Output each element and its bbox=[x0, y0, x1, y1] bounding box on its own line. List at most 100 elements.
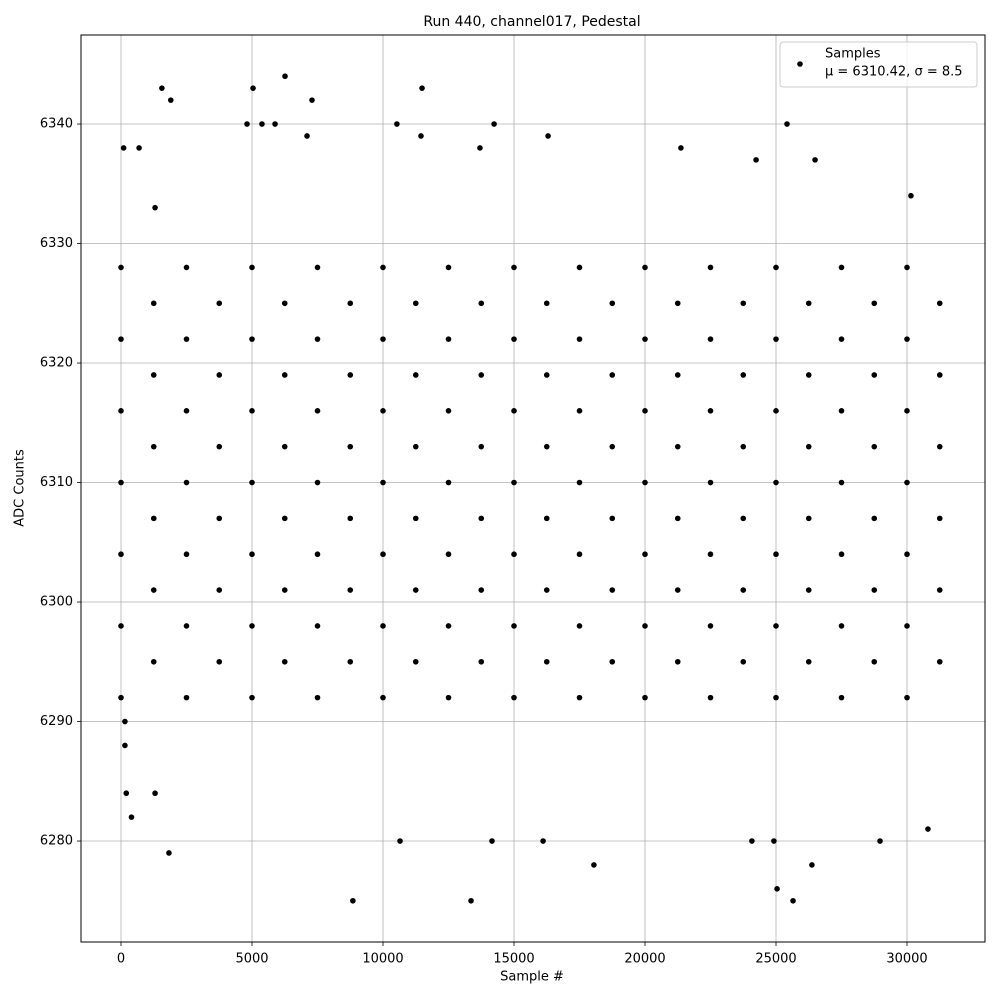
point bbox=[838, 551, 845, 558]
point bbox=[543, 300, 550, 307]
point bbox=[904, 408, 910, 414]
point bbox=[347, 658, 354, 665]
point bbox=[543, 515, 550, 522]
point bbox=[282, 73, 288, 80]
x-tick-label: 10000 bbox=[362, 952, 403, 967]
point bbox=[805, 587, 812, 593]
point bbox=[642, 551, 648, 558]
point bbox=[904, 623, 910, 629]
point bbox=[249, 623, 255, 629]
point bbox=[904, 336, 910, 342]
point bbox=[394, 121, 400, 127]
point bbox=[707, 623, 714, 629]
point bbox=[118, 551, 124, 558]
point bbox=[753, 157, 759, 163]
point bbox=[674, 443, 681, 450]
point bbox=[347, 515, 354, 522]
x-tick-label: 20000 bbox=[624, 952, 665, 967]
point bbox=[159, 85, 165, 91]
point bbox=[838, 623, 845, 629]
point bbox=[543, 587, 550, 593]
grid: 0 5000 10000 15000 20000 25000 30000 6280 6290 63… bbox=[40, 35, 985, 967]
point bbox=[183, 694, 190, 701]
point bbox=[609, 372, 616, 378]
point bbox=[838, 264, 845, 271]
point bbox=[674, 515, 681, 522]
point bbox=[183, 336, 190, 342]
point bbox=[468, 897, 474, 904]
point bbox=[314, 479, 321, 486]
point bbox=[216, 372, 223, 378]
point bbox=[511, 551, 517, 558]
point bbox=[244, 121, 250, 127]
point bbox=[904, 551, 910, 558]
point bbox=[707, 694, 714, 701]
point bbox=[281, 372, 288, 378]
point bbox=[511, 479, 517, 486]
point bbox=[183, 264, 190, 271]
point bbox=[925, 826, 931, 832]
point bbox=[609, 443, 616, 450]
point bbox=[809, 862, 815, 868]
point bbox=[871, 443, 878, 450]
point bbox=[281, 300, 288, 307]
point bbox=[740, 372, 747, 378]
point bbox=[936, 443, 943, 450]
point bbox=[380, 694, 386, 701]
point bbox=[543, 372, 550, 378]
point bbox=[150, 515, 157, 522]
point bbox=[309, 97, 315, 103]
point bbox=[771, 838, 777, 844]
point bbox=[350, 897, 356, 904]
point bbox=[674, 658, 681, 665]
x-tick-label: 25000 bbox=[755, 952, 796, 967]
point bbox=[478, 300, 485, 307]
point bbox=[152, 204, 158, 211]
point bbox=[642, 623, 648, 629]
point bbox=[272, 121, 278, 127]
point bbox=[150, 443, 157, 450]
point bbox=[511, 264, 517, 271]
point bbox=[136, 145, 142, 151]
point bbox=[304, 133, 310, 139]
point bbox=[838, 336, 845, 342]
point bbox=[122, 742, 128, 749]
point bbox=[609, 587, 616, 593]
point bbox=[576, 623, 583, 629]
point bbox=[216, 515, 223, 522]
point bbox=[545, 133, 551, 139]
point bbox=[249, 264, 255, 271]
point bbox=[281, 443, 288, 450]
point bbox=[445, 623, 452, 629]
point bbox=[936, 300, 943, 307]
point bbox=[150, 587, 157, 593]
point bbox=[773, 408, 779, 414]
point bbox=[281, 658, 288, 665]
point bbox=[609, 658, 616, 665]
y-tick-label: 6290 bbox=[40, 714, 73, 729]
point bbox=[166, 850, 172, 856]
point bbox=[118, 694, 124, 701]
point bbox=[412, 658, 419, 665]
point bbox=[419, 85, 425, 91]
point bbox=[707, 264, 714, 271]
point bbox=[445, 336, 452, 342]
point bbox=[380, 264, 386, 271]
point bbox=[445, 694, 452, 701]
point bbox=[904, 694, 910, 701]
point bbox=[477, 145, 483, 151]
point bbox=[152, 790, 158, 797]
legend-box bbox=[779, 41, 978, 88]
point bbox=[478, 372, 485, 378]
point bbox=[118, 623, 124, 629]
point bbox=[380, 551, 386, 558]
point bbox=[674, 372, 681, 378]
point bbox=[397, 838, 403, 844]
point bbox=[740, 515, 747, 522]
point bbox=[838, 479, 845, 486]
point bbox=[128, 814, 135, 820]
point bbox=[740, 443, 747, 450]
point bbox=[250, 85, 256, 91]
point bbox=[183, 408, 190, 414]
legend-label: Samples bbox=[825, 47, 881, 62]
